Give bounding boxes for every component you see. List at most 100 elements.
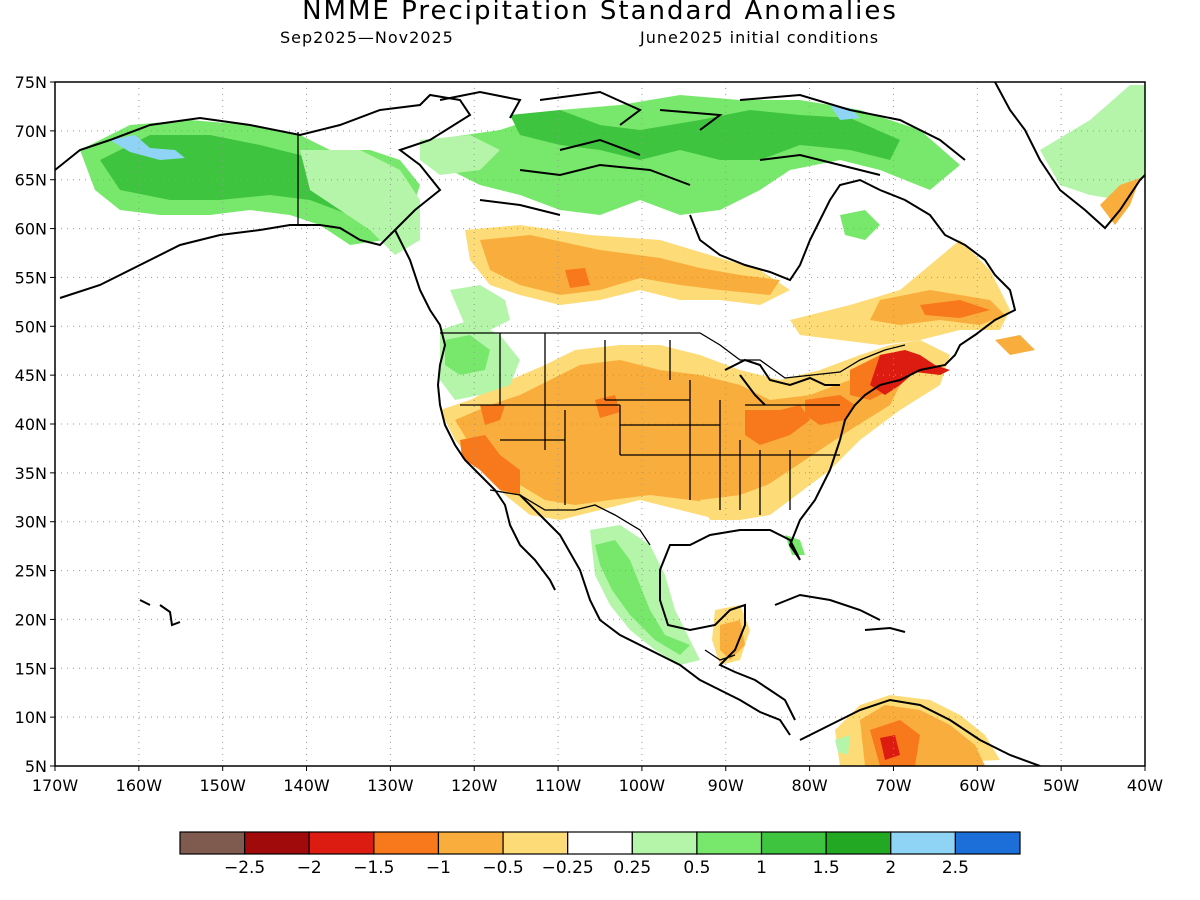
wet-region-pacific-nw-core [445, 335, 490, 375]
lat-label: 60N [15, 220, 47, 239]
colorbar-swatch [760, 831, 827, 855]
dry-region-canada-strong [565, 268, 590, 288]
colorbar-swatch [890, 831, 956, 855]
lat-label: 65N [15, 171, 47, 190]
wet-region-arctic-slight [420, 135, 500, 175]
border-us-states [460, 333, 840, 515]
lon-label: 110W [535, 776, 582, 795]
border-us-mexico [489, 489, 651, 546]
colorbar-label: −2.5 [224, 858, 265, 878]
lat-label: 35N [15, 464, 47, 483]
wet-region-greenland [1040, 85, 1145, 200]
lon-label: 90W [708, 776, 744, 795]
colorbar-swatch [825, 831, 892, 855]
dry-region-newfoundland [995, 335, 1035, 355]
coast-great-lakes [724, 358, 840, 406]
lon-label: 150W [200, 776, 247, 795]
forecast-period: Sep2025—Nov2025 [280, 28, 454, 47]
coast-south-america [799, 698, 1041, 766]
lat-label: 70N [15, 122, 47, 141]
dry-region-venezuela-core [880, 735, 900, 760]
coast-hudson [689, 178, 881, 282]
lon-label: 100W [619, 776, 666, 795]
coast-arctic-islands [439, 90, 966, 216]
colorbar-label: −0.25 [542, 858, 594, 878]
lon-label: 130W [367, 776, 414, 795]
dry-region-central-america [720, 620, 745, 660]
wet-region-arctic-core [510, 110, 900, 160]
border-mexico-guatemala [704, 649, 736, 661]
colorbar-swatch [437, 831, 504, 855]
colorbar-label: −2 [297, 858, 322, 878]
colorbar-swatch [696, 831, 763, 855]
colorbar-label: 2 [885, 858, 896, 878]
wet-region-mexico [595, 540, 690, 655]
dry-region-rockies [595, 395, 620, 418]
wet-region-alaska-blue [110, 135, 185, 160]
wet-region-arctic-blue [830, 105, 860, 120]
wet-region-bc [450, 285, 510, 330]
dry-region-southwest [460, 435, 520, 495]
dry-region-southeast [700, 470, 800, 520]
colorbar-label: 0.5 [683, 858, 710, 878]
political-borders [297, 132, 906, 661]
lon-label: 160W [116, 776, 163, 795]
border-us-canada [440, 332, 906, 379]
lon-label: 60W [959, 776, 995, 795]
colorbar-swatch [179, 831, 246, 855]
colorbar-swatch [631, 831, 698, 855]
coast-east [839, 189, 1017, 441]
colorbar-label: 0.25 [613, 858, 651, 878]
lon-label: 170W [32, 776, 79, 795]
map-title: NMME Precipitation Standard Anomalies [302, 0, 898, 26]
colorbar-label: 2.5 [942, 858, 969, 878]
lat-label: 10N [15, 708, 47, 727]
lat-label: 30N [15, 513, 47, 532]
colorbar-swatch [373, 831, 440, 855]
lon-label: 80W [792, 776, 828, 795]
colorbar-swatch [502, 831, 569, 855]
lat-label: 15N [15, 659, 47, 678]
dry-region-maine [870, 350, 950, 395]
longitude-labels: 170W 160W 150W 140W 130W 120W 110W 100W 90W 80W 70… [32, 766, 1163, 795]
lat-lon-grid [55, 82, 1145, 766]
coastlines [55, 82, 1145, 766]
colorbar-swatch [954, 831, 1021, 855]
coast-alaska [55, 93, 472, 299]
colorbar-label: −0.5 [482, 858, 523, 878]
dry-region-great-basin [480, 405, 505, 425]
lon-label: 50W [1043, 776, 1079, 795]
lat-label: 55N [15, 268, 47, 287]
dry-region-ohio-valley [745, 405, 810, 445]
dry-region-labrador [920, 300, 990, 318]
coast-west [394, 229, 791, 736]
colorbar: −2.5 −2 −1.5 −1 −0.5 −0.25 0.25 0.5 1 1.5 2 2.5 [179, 831, 1021, 878]
coast-gulf [659, 439, 841, 721]
lat-label: 45N [15, 366, 47, 385]
lon-label: 70W [875, 776, 911, 795]
coast-greenland [994, 82, 1145, 230]
colorbar-swatch [244, 831, 310, 855]
dry-region-greenland [1100, 178, 1140, 225]
colorbar-label: 1.5 [813, 858, 840, 878]
lat-label: 5N [25, 757, 47, 776]
wet-region-hudson [840, 210, 880, 240]
lat-label: 40N [15, 415, 47, 434]
coast-cuba [774, 593, 906, 633]
anomaly-shading [80, 85, 1145, 766]
lon-label: 140W [283, 776, 330, 795]
wet-region-colombia [835, 735, 850, 755]
lat-label: 25N [15, 562, 47, 581]
lat-label: 50N [15, 317, 47, 336]
initial-conditions: June2025 initial conditions [640, 28, 880, 47]
colorbar-label: −1.5 [353, 858, 394, 878]
wet-region-alaska-slight [300, 150, 420, 255]
dry-region-canada [480, 235, 780, 295]
colorbar-swatch [567, 831, 633, 855]
coast-hawaii [139, 599, 181, 627]
lon-label: 120W [451, 776, 498, 795]
colorbar-label: −1 [426, 858, 451, 878]
colorbar-label: 1 [756, 858, 767, 878]
dry-region-midatlantic [805, 395, 855, 425]
